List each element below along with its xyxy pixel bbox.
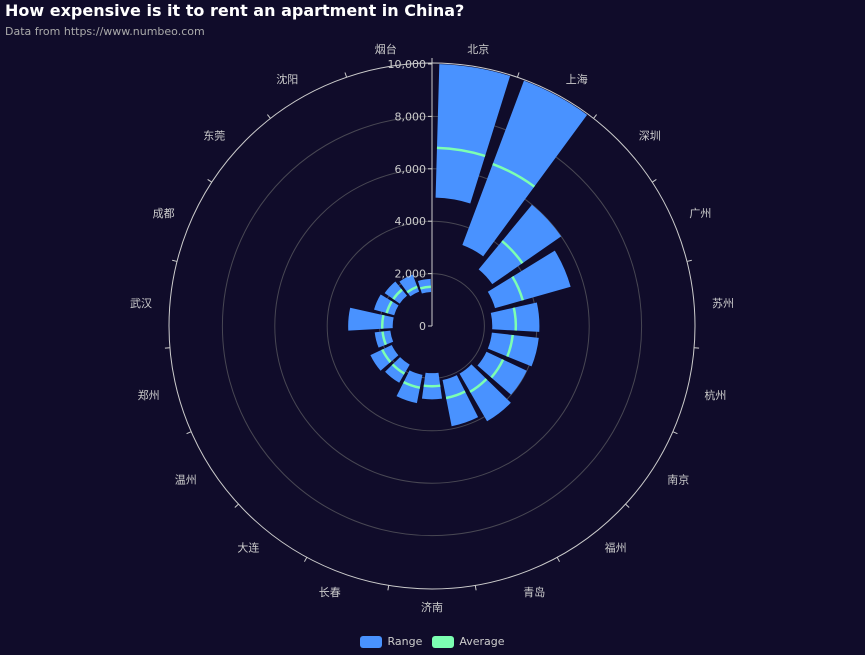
category-label: 成都 xyxy=(153,207,175,220)
legend-swatch-average xyxy=(432,636,455,648)
legend-label-average: Average xyxy=(459,635,505,648)
category-label: 武汉 xyxy=(130,297,152,310)
average-marker xyxy=(490,359,505,379)
angle-tick xyxy=(387,585,390,591)
angle-tick xyxy=(344,72,348,78)
radius-tick-label: 0 xyxy=(419,320,426,333)
category-label: 南京 xyxy=(667,473,689,487)
angle-tick xyxy=(556,557,560,562)
angle-tick xyxy=(625,503,630,508)
category-label: 温州 xyxy=(175,474,197,487)
radius-tick-label: 2,000 xyxy=(395,268,427,281)
average-marker xyxy=(392,288,403,300)
chart-title: How expensive is it to rent an apartment… xyxy=(5,1,465,20)
category-label: 郑州 xyxy=(138,388,160,402)
angle-tick xyxy=(234,503,239,508)
average-marker xyxy=(381,348,392,363)
average-marker xyxy=(406,285,418,294)
category-label: 青岛 xyxy=(523,585,545,599)
angle-tick xyxy=(686,259,692,262)
average-marker xyxy=(423,384,441,388)
average-marker xyxy=(436,146,486,158)
angle-tick xyxy=(474,585,477,591)
angle-tick xyxy=(672,431,678,435)
average-layer xyxy=(380,146,536,400)
average-marker xyxy=(403,380,421,389)
category-label: 福州 xyxy=(605,541,627,555)
range-bar xyxy=(477,351,527,395)
bar-layer xyxy=(348,64,588,427)
range-bar xyxy=(459,364,511,422)
category-label: 烟台 xyxy=(375,42,397,56)
angle-tick xyxy=(593,114,598,119)
category-label: 广州 xyxy=(689,207,711,220)
range-bar xyxy=(487,250,571,309)
angle-tick xyxy=(186,431,192,435)
average-marker xyxy=(391,363,406,375)
average-marker xyxy=(381,331,388,346)
range-bar xyxy=(374,294,399,316)
category-label: 长春 xyxy=(319,586,341,599)
average-marker xyxy=(492,162,536,188)
angle-tick xyxy=(266,114,271,119)
average-marker xyxy=(512,307,518,331)
legend-label-range: Range xyxy=(387,635,423,648)
chart-subtitle: Data from https://www.numbeo.com xyxy=(5,25,205,38)
range-bar xyxy=(478,204,562,285)
radius-tick-label: 8,000 xyxy=(395,110,427,123)
category-label: 上海 xyxy=(566,72,588,86)
category-label: 东莞 xyxy=(203,130,225,143)
average-marker xyxy=(385,300,393,314)
range-bar xyxy=(384,281,408,304)
average-marker xyxy=(501,240,524,264)
angle-tick xyxy=(651,178,657,183)
angle-tick xyxy=(172,259,178,262)
average-marker xyxy=(511,275,524,301)
angle-tick xyxy=(207,178,213,183)
radius-tick-label: 4,000 xyxy=(395,215,427,228)
angle-tick xyxy=(516,72,520,78)
category-label: 深圳 xyxy=(639,130,661,143)
category-label: 沈阳 xyxy=(276,72,298,86)
radius-tick-label: 6,000 xyxy=(395,163,427,176)
category-label: 杭州 xyxy=(704,388,726,402)
range-bar xyxy=(487,332,539,367)
category-label: 北京 xyxy=(467,42,489,56)
radius-tick-label: 10,000 xyxy=(388,58,427,71)
average-marker xyxy=(380,314,385,329)
legend-swatch-range xyxy=(360,636,383,648)
category-label: 苏州 xyxy=(712,297,734,310)
legend[interactable]: Range Average xyxy=(0,635,865,649)
angle-tick xyxy=(304,557,308,562)
range-bar xyxy=(370,345,399,371)
average-marker xyxy=(419,285,431,290)
average-marker xyxy=(469,378,488,393)
category-label: 济南 xyxy=(421,600,443,614)
category-label: 大连 xyxy=(237,541,259,555)
range-bar xyxy=(442,375,479,427)
average-marker xyxy=(506,334,514,358)
range-bar xyxy=(399,274,420,297)
range-bar xyxy=(462,80,588,257)
legend-item-average[interactable]: Average xyxy=(432,635,505,649)
average-marker xyxy=(445,390,466,400)
legend-item-range[interactable]: Range xyxy=(360,635,422,649)
range-bar xyxy=(396,370,423,404)
range-bar xyxy=(435,64,511,204)
